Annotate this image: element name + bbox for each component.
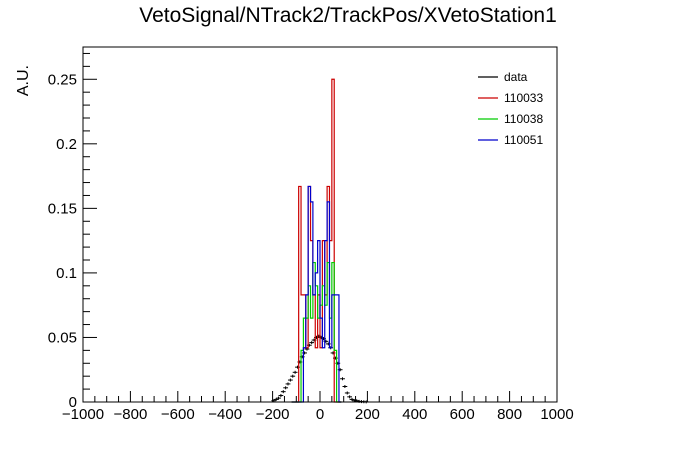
legend: data 110033 110038 110051 [478, 70, 543, 147]
y-tick-label: 0.15 [48, 200, 77, 217]
x-tick-label: −600 [161, 406, 195, 423]
legend-label: 110033 [504, 91, 543, 105]
legend-label: 110051 [504, 133, 543, 147]
x-tick-label: −800 [114, 406, 148, 423]
x-tick-label: −200 [256, 406, 290, 423]
chart-title: VetoSignal/NTrack2/TrackPos/XVetoStation… [139, 4, 557, 27]
y-axis-title: A.U. [15, 65, 32, 96]
tick-labels: −1000 −800 −600 −400 −200 0 200 400 600 800 1000 0 0… [15, 65, 574, 423]
plot-area [271, 78, 369, 404]
x-tick-label: 600 [450, 406, 475, 423]
y-tick-label: 0.05 [48, 329, 77, 346]
series-110051-step [291, 185, 342, 403]
y-tick-label: 0.2 [56, 136, 77, 153]
x-tick-label: 400 [402, 406, 427, 423]
legend-label: 110038 [504, 112, 543, 126]
plot-frame [82, 46, 558, 403]
axes [82, 46, 558, 403]
x-tick-label: 1000 [540, 406, 573, 423]
series-110033-step [291, 78, 342, 403]
x-tick-label: −1000 [62, 406, 104, 423]
legend-label: data [504, 70, 528, 84]
x-tick-label: 0 [316, 406, 324, 423]
y-tick-label: 0.1 [56, 265, 77, 282]
x-tick-label: −400 [208, 406, 242, 423]
x-tick-label: 800 [497, 406, 522, 423]
y-tick-label: 0 [69, 394, 77, 411]
y-tick-label: 0.25 [48, 71, 77, 88]
x-tick-label: 200 [355, 406, 380, 423]
